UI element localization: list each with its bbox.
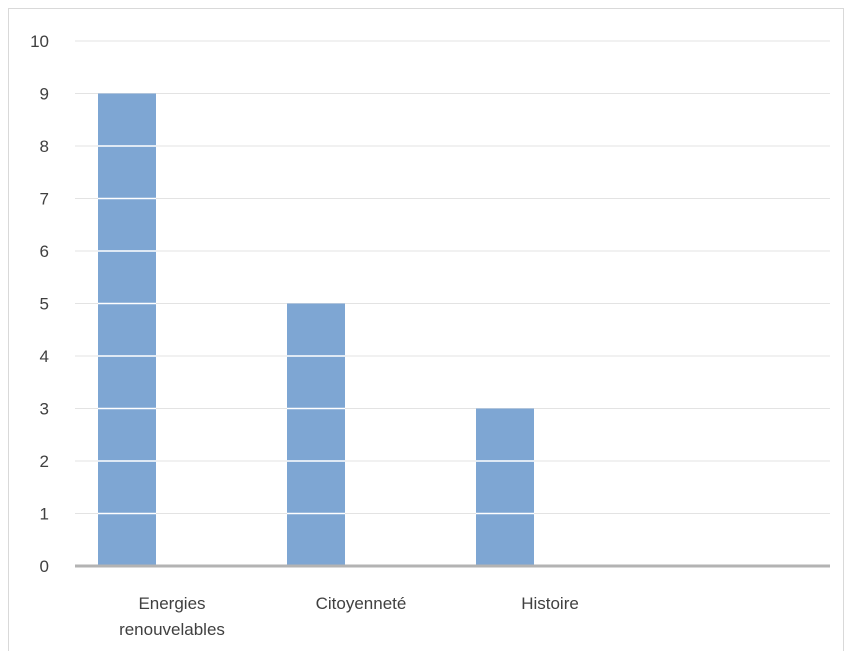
- bars: [98, 93, 534, 566]
- y-tick-label: 7: [40, 190, 49, 209]
- y-tick-label: 4: [40, 347, 49, 366]
- y-tick-label: 9: [40, 85, 49, 104]
- x-axis-category-labels: Energies renouvelables Citoyenneté Histoire: [119, 594, 579, 639]
- y-tick-label: 3: [40, 400, 49, 419]
- y-tick-label: 5: [40, 295, 49, 314]
- chart-frame: [8, 8, 844, 651]
- x-category-label: Energies renouvelables: [119, 594, 225, 639]
- bar: [98, 93, 156, 566]
- y-tick-label: 8: [40, 137, 49, 156]
- bar: [287, 303, 345, 566]
- y-axis-tick-labels: 0 1 2 3 4 5 6 7 8 9 10: [30, 32, 49, 576]
- y-tick-label: 2: [40, 452, 49, 471]
- bar: [476, 408, 534, 566]
- x-category-label: Histoire: [521, 594, 579, 613]
- y-tick-label: 6: [40, 242, 49, 261]
- x-category-label: Citoyenneté: [316, 594, 407, 613]
- y-tick-label: 10: [30, 32, 49, 51]
- gridlines: [75, 40, 830, 514]
- y-tick-label: 1: [40, 505, 49, 524]
- y-tick-label: 0: [40, 557, 49, 576]
